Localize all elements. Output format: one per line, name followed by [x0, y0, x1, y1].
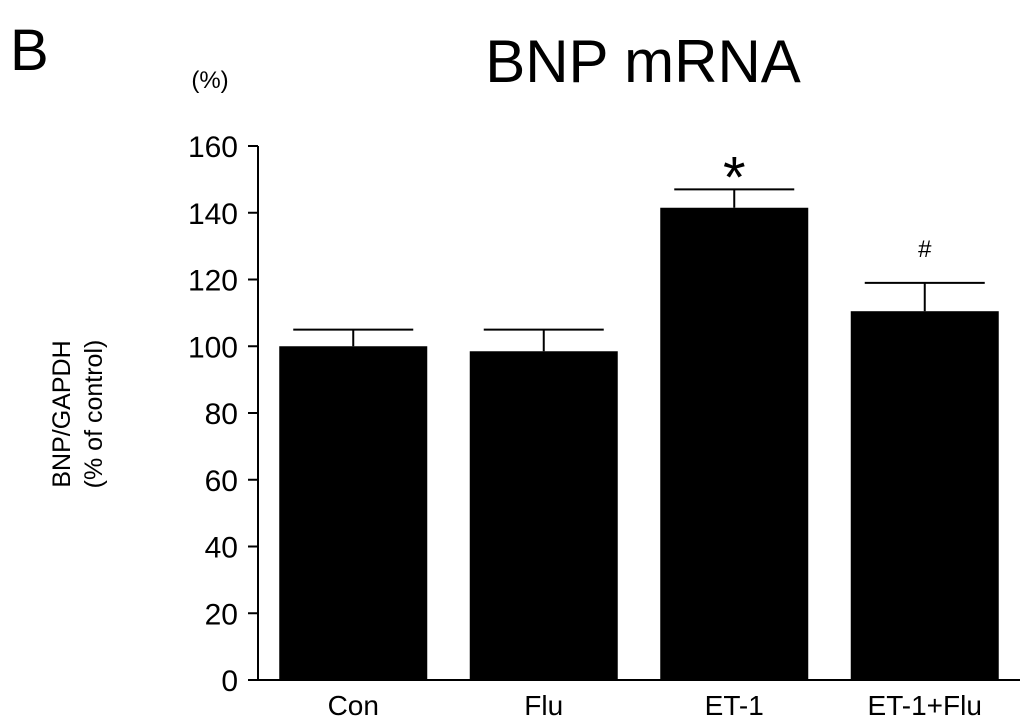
x-category-label: ET-1 [705, 690, 764, 720]
axes: 0 20 40 60 80 100 120 140 160 [188, 131, 1020, 698]
significance-marker: # [918, 236, 932, 263]
y-tick-label: 80 [205, 398, 238, 431]
y-tick-label: 60 [205, 465, 238, 498]
x-category-label: Flu [524, 690, 563, 720]
chart-title: BNP mRNA [485, 28, 801, 95]
x-category-label: Con [328, 690, 379, 720]
y-axis-title-line1: BNP/GAPDH [48, 340, 76, 487]
y-tick-label: 40 [205, 532, 238, 565]
bar [279, 346, 428, 680]
bar [850, 311, 999, 680]
y-tick-label: 140 [188, 198, 238, 231]
y-tick-label: 120 [188, 265, 238, 298]
y-tick-label: 100 [188, 331, 238, 364]
y-tick-label: 20 [205, 598, 238, 631]
y-tick-label: 160 [188, 131, 238, 164]
y-tick-label: 0 [221, 665, 238, 698]
bar [660, 207, 809, 680]
y-axis-title: BNP/GAPDH (% of control) [48, 340, 108, 489]
panel-label: B [10, 18, 49, 83]
bars: Con Flu ET-1 * ET-1+Flu # [279, 145, 999, 720]
x-category-label: ET-1+Flu [868, 690, 982, 720]
bar [469, 351, 618, 680]
y-axis-title-line2: (% of control) [80, 340, 108, 489]
significance-marker: * [723, 145, 746, 210]
y-unit-label: (%) [191, 67, 228, 94]
